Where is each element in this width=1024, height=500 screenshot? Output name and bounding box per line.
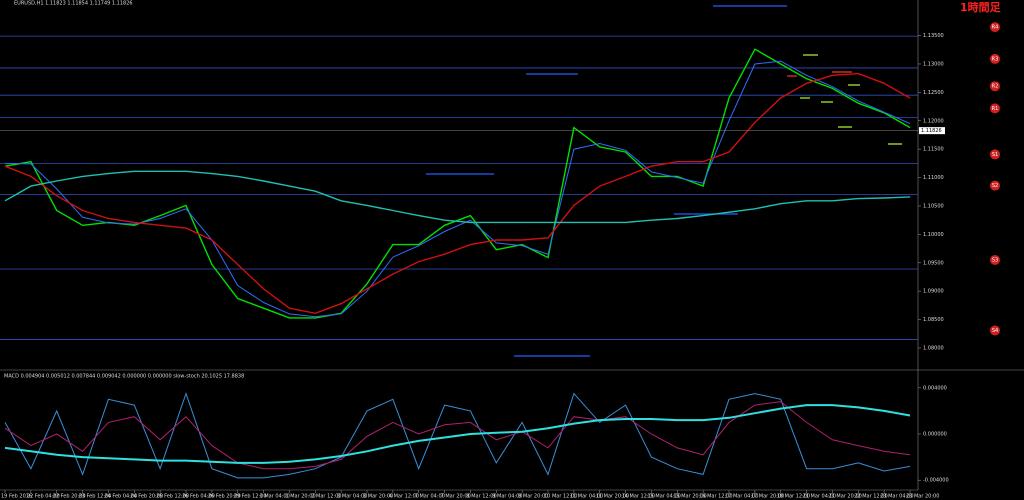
x-tick-label: 2 Mar 12:00	[311, 494, 341, 500]
x-tick-label: 21 Mar 04:00	[803, 494, 836, 500]
x-tick-label: 16 Mar 12:00	[699, 494, 732, 500]
level-label: R4	[992, 25, 999, 31]
level-badge	[990, 81, 1000, 92]
x-tick-label: 25 Feb 12:00	[156, 494, 189, 500]
level-label: S2	[992, 183, 998, 189]
x-tick-label: 9 Mar 20:00	[518, 494, 548, 500]
chart-title: EURUSD,H1 1.11823 1.11854 1.11749 1.1182…	[14, 1, 133, 7]
y-tick-label: 1.09500	[923, 260, 944, 266]
y-tick-label: 1.10500	[923, 203, 944, 209]
y-tick-label: 1.11000	[923, 175, 944, 181]
x-tick-label: 7 Mar 20:00	[441, 494, 471, 500]
series-line	[4, 404, 911, 464]
x-tick-label: 11 Mar 20:00	[596, 494, 629, 500]
y-tick-label: 0.000000	[923, 432, 947, 438]
x-tick-label: 1 Mar 04:00	[260, 494, 290, 500]
x-tick-label: 17 Mar 20:00	[751, 494, 784, 500]
level-label: R1	[992, 106, 999, 112]
level-label: R2	[992, 84, 999, 90]
y-tick-label: 1.13500	[923, 33, 944, 39]
level-label: S3	[992, 258, 998, 264]
x-tick-label: 1 Mar 20:00	[285, 494, 315, 500]
level-badge	[990, 180, 1000, 191]
x-tick-label: 23 Feb 12:00	[79, 494, 112, 500]
level-label: R3	[992, 56, 999, 62]
x-tick-label: 26 Feb 20:00	[208, 494, 241, 500]
series-line	[4, 48, 911, 319]
level-badge	[990, 53, 1000, 64]
series-line	[4, 170, 911, 224]
x-tick-label: 3 Mar 04:00	[337, 494, 367, 500]
y-tick-label: 1.13000	[923, 61, 944, 67]
y-tick-label: 1.12500	[923, 90, 944, 96]
x-tick-label: 24 Feb 20:00	[130, 494, 163, 500]
level-label: S1	[992, 152, 998, 158]
y-tick-label: 1.11500	[923, 147, 944, 153]
last-price-box	[919, 127, 945, 135]
x-tick-label: 15 Mar 20:00	[673, 494, 706, 500]
x-tick-label: 22 Feb 20:00	[53, 494, 86, 500]
x-tick-label: 9 Mar 04:00	[492, 494, 522, 500]
series-line	[4, 60, 911, 318]
series-line	[4, 392, 911, 479]
x-tick-label: 7 Mar 04:00	[415, 494, 445, 500]
x-tick-label: 8 Mar 12:00	[466, 494, 496, 500]
y-tick-label: 1.12000	[923, 118, 944, 124]
level-badge	[990, 149, 1000, 160]
x-tick-label: 15 Mar 04:00	[647, 494, 680, 500]
y-tick-label: 1.09000	[923, 289, 944, 295]
x-tick-label: 19 Feb 2016	[1, 494, 32, 500]
series-line	[4, 401, 911, 470]
x-tick-label: 29 Feb 12:00	[234, 494, 267, 500]
level-badge	[990, 22, 1000, 33]
x-tick-label: 26 Feb 04:00	[182, 494, 215, 500]
level-badge	[990, 103, 1000, 114]
series-line	[4, 72, 911, 315]
x-tick-label: 14 Mar 12:00	[622, 494, 655, 500]
timeframe-label: 1時間足	[960, 0, 1002, 14]
x-tick-label: 24 Feb 04:00	[104, 494, 137, 500]
x-tick-label: 11 Mar 04:00	[570, 494, 603, 500]
x-tick-label: 22 Mar 12:00	[854, 494, 887, 500]
y-tick-label: 1.08500	[923, 317, 944, 323]
x-tick-label: 10 Mar 12:00	[544, 494, 577, 500]
level-label: S4	[992, 328, 998, 334]
marker-dashes	[787, 54, 902, 145]
indicator-title: MACD 0.004904 0.005012 0.007844 0.009042…	[4, 374, 244, 380]
last-price-label: 1.11826	[921, 128, 942, 134]
x-tick-label: 21 Mar 20:00	[828, 494, 861, 500]
level-badge	[990, 325, 1000, 336]
y-tick-label: -0.004000	[923, 478, 949, 484]
x-tick-label: 23 Mar 04:00	[880, 494, 913, 500]
x-tick-label: 4 Mar 12:00	[389, 494, 419, 500]
y-tick-label: 1.08000	[923, 345, 944, 351]
x-tick-label: 22 Feb 04:00	[27, 494, 60, 500]
x-tick-label: 3 Mar 20:00	[363, 494, 393, 500]
target-lines	[426, 5, 787, 357]
y-tick-label: 1.10000	[923, 232, 944, 238]
y-tick-label: 0.004000	[923, 385, 947, 391]
level-badge	[990, 255, 1000, 266]
x-tick-label: 17 Mar 04:00	[725, 494, 758, 500]
x-tick-label: 23 Mar 20:00	[906, 494, 939, 500]
x-tick-label: 18 Mar 12:00	[777, 494, 810, 500]
